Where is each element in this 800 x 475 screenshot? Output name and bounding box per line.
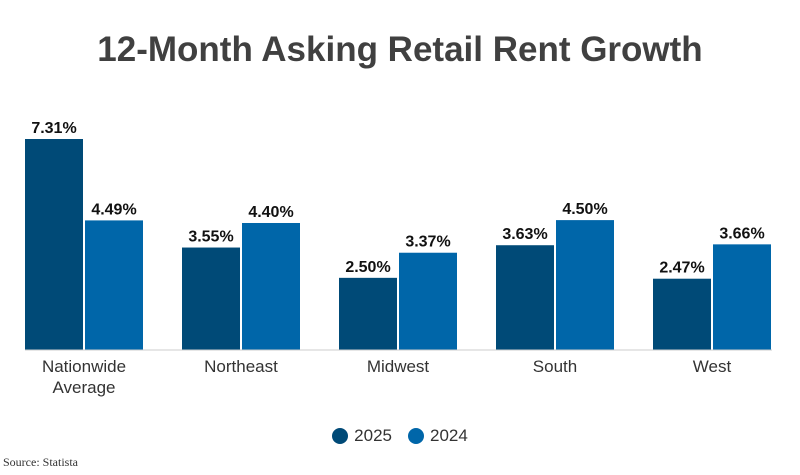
data-label-2024-2: 3.37% — [405, 234, 450, 251]
data-label-2025-1: 3.55% — [188, 229, 233, 246]
data-label-2024-4: 3.66% — [719, 225, 764, 242]
legend-item-2025: 2025 — [332, 426, 392, 446]
legend-swatch-2025 — [332, 428, 349, 444]
legend-label-2024: 2024 — [430, 426, 468, 445]
data-label-2025-0: 7.31% — [31, 120, 76, 137]
legend-item-2024: 2024 — [408, 426, 468, 446]
category-label-1-0: Northeast — [204, 357, 278, 376]
data-label-2025-4: 2.47% — [659, 260, 704, 277]
bar-2024-4 — [713, 244, 771, 350]
bar-2024-0 — [85, 220, 143, 350]
source-note: Source: Statista — [3, 455, 78, 469]
bar-2025-3 — [496, 245, 554, 350]
legend: 2025 2024 — [0, 426, 800, 446]
data-label-2024-3: 4.50% — [562, 201, 607, 218]
bar-2025-2 — [339, 277, 397, 350]
legend-swatch-2024 — [408, 428, 424, 444]
category-label-0-0: Nationwide — [42, 357, 126, 376]
chart-title: 12-Month Asking Retail Rent Growth — [97, 30, 703, 69]
data-label-2024-0: 4.49% — [91, 201, 136, 218]
bar-2025-4 — [653, 278, 711, 350]
bar-2025-0 — [25, 139, 83, 350]
bar-chart: 7.31% 4.49% Nationwide Average 3.55% 4.40% Nor… — [25, 120, 772, 397]
data-label-2024-1: 4.40% — [248, 204, 293, 221]
category-label-3-0: South — [533, 357, 577, 376]
data-label-2025-3: 3.63% — [502, 226, 547, 243]
bar-2024-1 — [242, 222, 300, 350]
category-label-2-0: Midwest — [367, 357, 430, 376]
legend-label-2025: 2025 — [354, 426, 392, 445]
bar-2024-3 — [556, 220, 614, 350]
category-label-0-1: Average — [52, 378, 115, 397]
category-label-4-0: West — [693, 357, 732, 376]
data-label-2025-2: 2.50% — [345, 259, 390, 276]
bar-2024-2 — [399, 252, 457, 350]
bar-2025-1 — [182, 247, 240, 350]
